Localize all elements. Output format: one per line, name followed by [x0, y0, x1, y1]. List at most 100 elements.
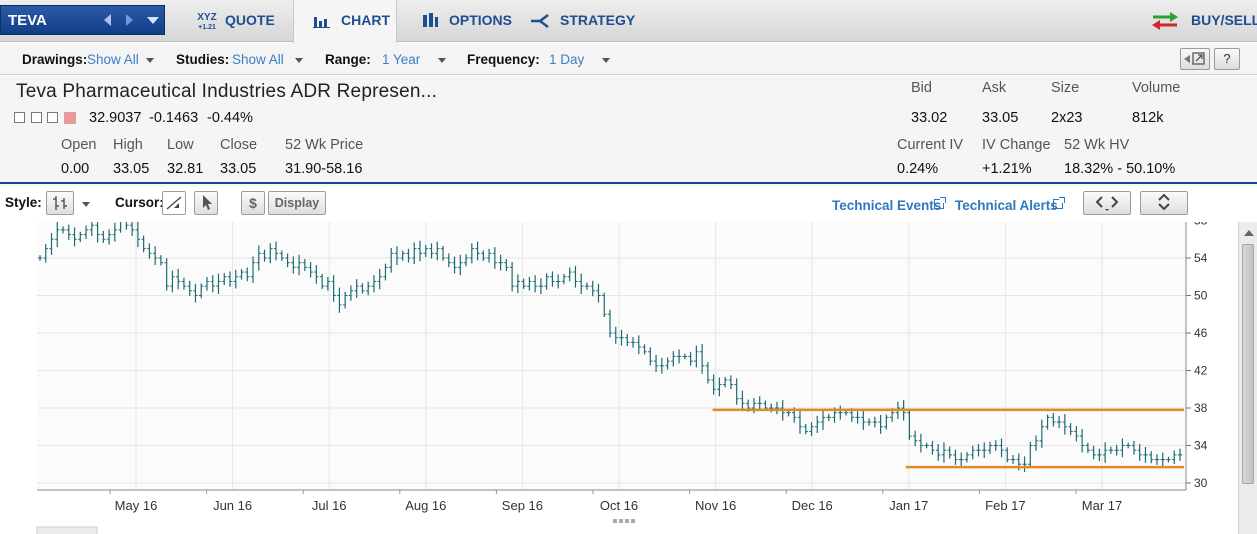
buy-sell-arrows-icon: [1152, 12, 1178, 30]
expand-icon[interactable]: [31, 112, 42, 123]
price-bar: [676, 349, 682, 364]
drawings-dropdown[interactable]: Show All: [87, 52, 139, 67]
price-bar: [233, 269, 238, 289]
symbol-dropdown-icon[interactable]: [147, 17, 159, 24]
price-bar: [273, 241, 279, 261]
chart-resize-handle[interactable]: [613, 519, 635, 523]
prev-symbol-icon[interactable]: [104, 14, 111, 26]
help-button[interactable]: ?: [1214, 48, 1240, 70]
price-bar: [959, 452, 964, 467]
zoom-horizontal-button[interactable]: [1083, 191, 1131, 215]
frequency-label: Frequency:: [467, 52, 540, 67]
collapse-icon[interactable]: [14, 112, 25, 123]
y-tick-label: 42: [1194, 364, 1208, 378]
price-bar: [636, 335, 641, 355]
price-bar: [757, 396, 762, 411]
price-bar: [181, 277, 187, 290]
scrollbar-thumb[interactable]: [1242, 244, 1254, 484]
price-bar: [1125, 442, 1131, 449]
vertical-scrollbar[interactable]: [1238, 222, 1257, 534]
cursor-line-button[interactable]: [162, 191, 186, 215]
price-bar: [653, 354, 659, 372]
price-bar: [1114, 444, 1119, 456]
price-bar: [665, 357, 670, 370]
price-bar: [838, 405, 843, 420]
support-lines[interactable]: [712, 408, 1184, 469]
price-bar: [872, 416, 878, 428]
price-bar: [734, 378, 739, 405]
volume-value: 812k: [1132, 110, 1164, 126]
price-bar: [463, 254, 469, 267]
price-bar: [216, 273, 221, 294]
price-bar: [60, 226, 66, 234]
open-label: Open: [61, 137, 97, 153]
price-bar: [492, 247, 498, 269]
tab-strategy[interactable]: STRATEGY: [530, 0, 635, 42]
price-bar: [964, 452, 970, 463]
price-bar: [1149, 451, 1154, 464]
price-bar: [924, 442, 929, 449]
technical-events-link[interactable]: Technical Events: [832, 198, 942, 213]
price-bar: [348, 285, 354, 301]
price-bar: [907, 409, 912, 440]
price-bar: [319, 273, 325, 289]
x-axis-ticks: May 16 Jun 16 Jul 16 Aug 16 Sep 16 Oct 16 Nov …: [109, 490, 1122, 513]
tab-chart[interactable]: CHART: [293, 0, 397, 43]
price-bar: [498, 254, 503, 271]
range-caret-icon[interactable]: [438, 58, 446, 63]
range-dropdown[interactable]: 1 Year: [382, 52, 421, 67]
price-bar: [1022, 456, 1027, 473]
hv-value: 18.32% - 50.10%: [1064, 161, 1176, 177]
price-bar: [705, 362, 711, 384]
price-bar: [935, 444, 941, 462]
symbol-selector[interactable]: TEVA: [0, 5, 165, 35]
style-caret-icon[interactable]: [82, 202, 90, 207]
zoom-horizontal-icon: [1095, 196, 1119, 211]
price-bar: [210, 275, 215, 293]
price-bar: [1005, 447, 1010, 463]
scroll-up-icon[interactable]: [1244, 230, 1254, 236]
price-chart[interactable]: May 16 Jun 16 Jul 16 Aug 16 Sep 16 Oct 16 Nov …: [0, 222, 1257, 534]
display-button[interactable]: Display: [268, 191, 326, 215]
price-bar: [619, 329, 624, 346]
studies-dropdown[interactable]: Show All: [232, 52, 284, 67]
tab-quote[interactable]: XYZ +1.21 QUOTE: [193, 0, 293, 42]
price-bar: [383, 263, 388, 281]
bar-style-button[interactable]: [46, 191, 74, 215]
dollar-button[interactable]: $: [241, 191, 265, 215]
price-bar: [711, 374, 716, 395]
price-bar: [550, 271, 555, 287]
tab-options[interactable]: OPTIONS: [421, 0, 512, 42]
price-bar: [152, 246, 158, 266]
low-label: Low: [167, 137, 194, 153]
price-bar: [613, 326, 618, 344]
technical-alerts-link[interactable]: Technical Alerts: [955, 198, 1058, 213]
price-bar: [440, 245, 446, 261]
drawings-caret-icon[interactable]: [146, 58, 154, 63]
price-bar: [377, 268, 382, 290]
price-bar: [826, 413, 831, 422]
popout-button[interactable]: [1180, 48, 1210, 70]
lower-panel-tab[interactable]: [36, 526, 98, 534]
price-bar: [135, 222, 141, 248]
price-bar: [400, 250, 405, 261]
chart-canvas[interactable]: May 16 Jun 16 Jul 16 Aug 16 Sep 16 Oct 16 Nov …: [0, 222, 1238, 534]
price-bar: [1010, 455, 1016, 465]
volume-label: Volume: [1132, 80, 1181, 96]
price-bar: [354, 279, 359, 298]
price-bar: [262, 249, 267, 262]
next-symbol-icon[interactable]: [126, 14, 133, 26]
price-bar: [532, 275, 538, 293]
plot-area[interactable]: [37, 222, 1186, 490]
size-value: 2x23: [1051, 110, 1083, 126]
cursor-pointer-button[interactable]: [194, 191, 218, 215]
tab-quote-label: QUOTE: [225, 12, 275, 28]
studies-caret-icon[interactable]: [295, 58, 303, 63]
zoom-vertical-button[interactable]: [1140, 191, 1188, 215]
buy-sell-button[interactable]: BUY/SELL: [1150, 0, 1257, 42]
company-name: Teva Pharmaceutical Industries ADR Repre…: [16, 81, 438, 102]
add-icon[interactable]: [47, 112, 58, 123]
frequency-caret-icon[interactable]: [602, 58, 610, 63]
frequency-dropdown[interactable]: 1 Day: [549, 52, 585, 67]
x-tick-label: Dec 16: [792, 498, 833, 513]
